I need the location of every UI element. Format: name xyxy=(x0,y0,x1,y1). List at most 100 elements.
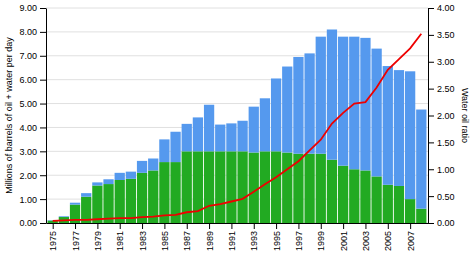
bar xyxy=(371,176,381,223)
y-axis: 0.001.002.003.004.005.006.007.008.009.00 xyxy=(19,3,46,228)
bar xyxy=(103,179,113,184)
bar xyxy=(304,53,314,153)
tick-mark xyxy=(298,223,299,229)
tick-mark xyxy=(40,80,46,81)
tick: 8.00 xyxy=(19,27,46,37)
bar xyxy=(193,117,203,151)
bar xyxy=(327,30,337,160)
tick-label: 1.00 xyxy=(437,165,455,175)
tick-label: 1991 xyxy=(227,231,237,251)
chart: 1975197719791981198319851987198919911993… xyxy=(0,0,474,257)
y2-axis-title: Water oil ratio xyxy=(460,88,470,143)
bar xyxy=(282,67,292,153)
tick: 3.50 xyxy=(428,30,455,40)
bar xyxy=(394,70,404,186)
tick-mark xyxy=(428,196,434,197)
tick: 1995 xyxy=(272,223,282,251)
tick-label: 1997 xyxy=(294,231,304,251)
tick: 2003 xyxy=(361,223,371,251)
tick-mark xyxy=(40,199,46,200)
tick: 6.00 xyxy=(19,75,46,85)
tick-mark xyxy=(410,223,411,229)
tick: 2001 xyxy=(339,223,349,251)
grid-line xyxy=(46,79,428,80)
bar xyxy=(226,123,236,151)
bar xyxy=(59,216,69,218)
bar xyxy=(416,110,426,209)
bar xyxy=(115,173,125,180)
tick: 2.00 xyxy=(428,111,455,121)
tick-mark xyxy=(97,223,98,229)
tick: 5.00 xyxy=(19,99,46,109)
tick-mark xyxy=(40,151,46,152)
bar xyxy=(360,38,370,171)
bar xyxy=(349,169,359,223)
tick-mark xyxy=(428,223,434,224)
tick: 1.50 xyxy=(428,138,455,148)
tick-label: 2.00 xyxy=(19,171,37,181)
bar xyxy=(148,159,158,171)
tick-label: 0.00 xyxy=(437,218,455,228)
tick-label: 1989 xyxy=(205,231,215,251)
tick: 1979 xyxy=(93,223,103,251)
bar xyxy=(204,151,214,223)
tick-mark xyxy=(40,32,46,33)
tick: 0.00 xyxy=(19,218,46,228)
tick-mark xyxy=(254,223,255,229)
tick-label: 4.00 xyxy=(19,123,37,133)
bar xyxy=(371,49,381,177)
y2-axis: 0.000.501.001.502.002.503.003.504.00 xyxy=(428,3,455,228)
tick-label: 7.00 xyxy=(19,51,37,61)
grid-line xyxy=(46,175,428,176)
tick-label: 2001 xyxy=(339,231,349,251)
bar xyxy=(327,160,337,223)
tick-label: 1.00 xyxy=(19,194,37,204)
tick: 1.00 xyxy=(428,165,455,175)
tick: 1985 xyxy=(160,223,170,251)
tick-mark xyxy=(40,104,46,105)
tick-label: 2.50 xyxy=(437,84,455,94)
bar xyxy=(115,180,125,223)
bar xyxy=(271,151,281,223)
bar xyxy=(237,121,247,152)
tick-label: 1985 xyxy=(160,231,170,251)
tick-label: 2003 xyxy=(361,231,371,251)
bar xyxy=(182,124,192,151)
bar xyxy=(159,162,169,223)
bar xyxy=(271,78,281,151)
bar xyxy=(137,173,147,223)
tick: 1987 xyxy=(182,223,192,251)
tick: 1975 xyxy=(48,223,58,251)
tick-mark xyxy=(428,8,434,9)
tick: 1989 xyxy=(205,223,215,251)
bar xyxy=(282,153,292,223)
tick: 3.00 xyxy=(428,57,455,67)
bar xyxy=(103,184,113,223)
bar xyxy=(148,170,158,223)
tick: 1991 xyxy=(227,223,237,251)
grid-line xyxy=(46,8,428,9)
tick-label: 1977 xyxy=(71,231,81,251)
x-axis: 1975197719791981198319851987198919911993… xyxy=(47,223,429,251)
tick-label: 1.50 xyxy=(437,138,455,148)
axis-line xyxy=(47,223,429,224)
tick: 3.00 xyxy=(19,147,46,157)
tick-label: 1995 xyxy=(272,231,282,251)
tick-label: 1999 xyxy=(316,231,326,251)
tick-mark xyxy=(428,35,434,36)
bar xyxy=(226,151,236,223)
bar xyxy=(237,151,247,223)
tick-label: 1993 xyxy=(249,231,259,251)
tick: 1.00 xyxy=(19,194,46,204)
tick-label: 2.00 xyxy=(437,111,455,121)
plot-area xyxy=(48,30,427,224)
tick-label: 1975 xyxy=(48,231,58,251)
bar xyxy=(304,154,314,223)
tick: 2.00 xyxy=(19,171,46,181)
tick: 1999 xyxy=(316,223,326,251)
grid-line xyxy=(46,151,428,152)
bar xyxy=(137,161,147,173)
bar xyxy=(293,57,303,154)
bar xyxy=(249,153,259,223)
tick-mark xyxy=(388,223,389,229)
